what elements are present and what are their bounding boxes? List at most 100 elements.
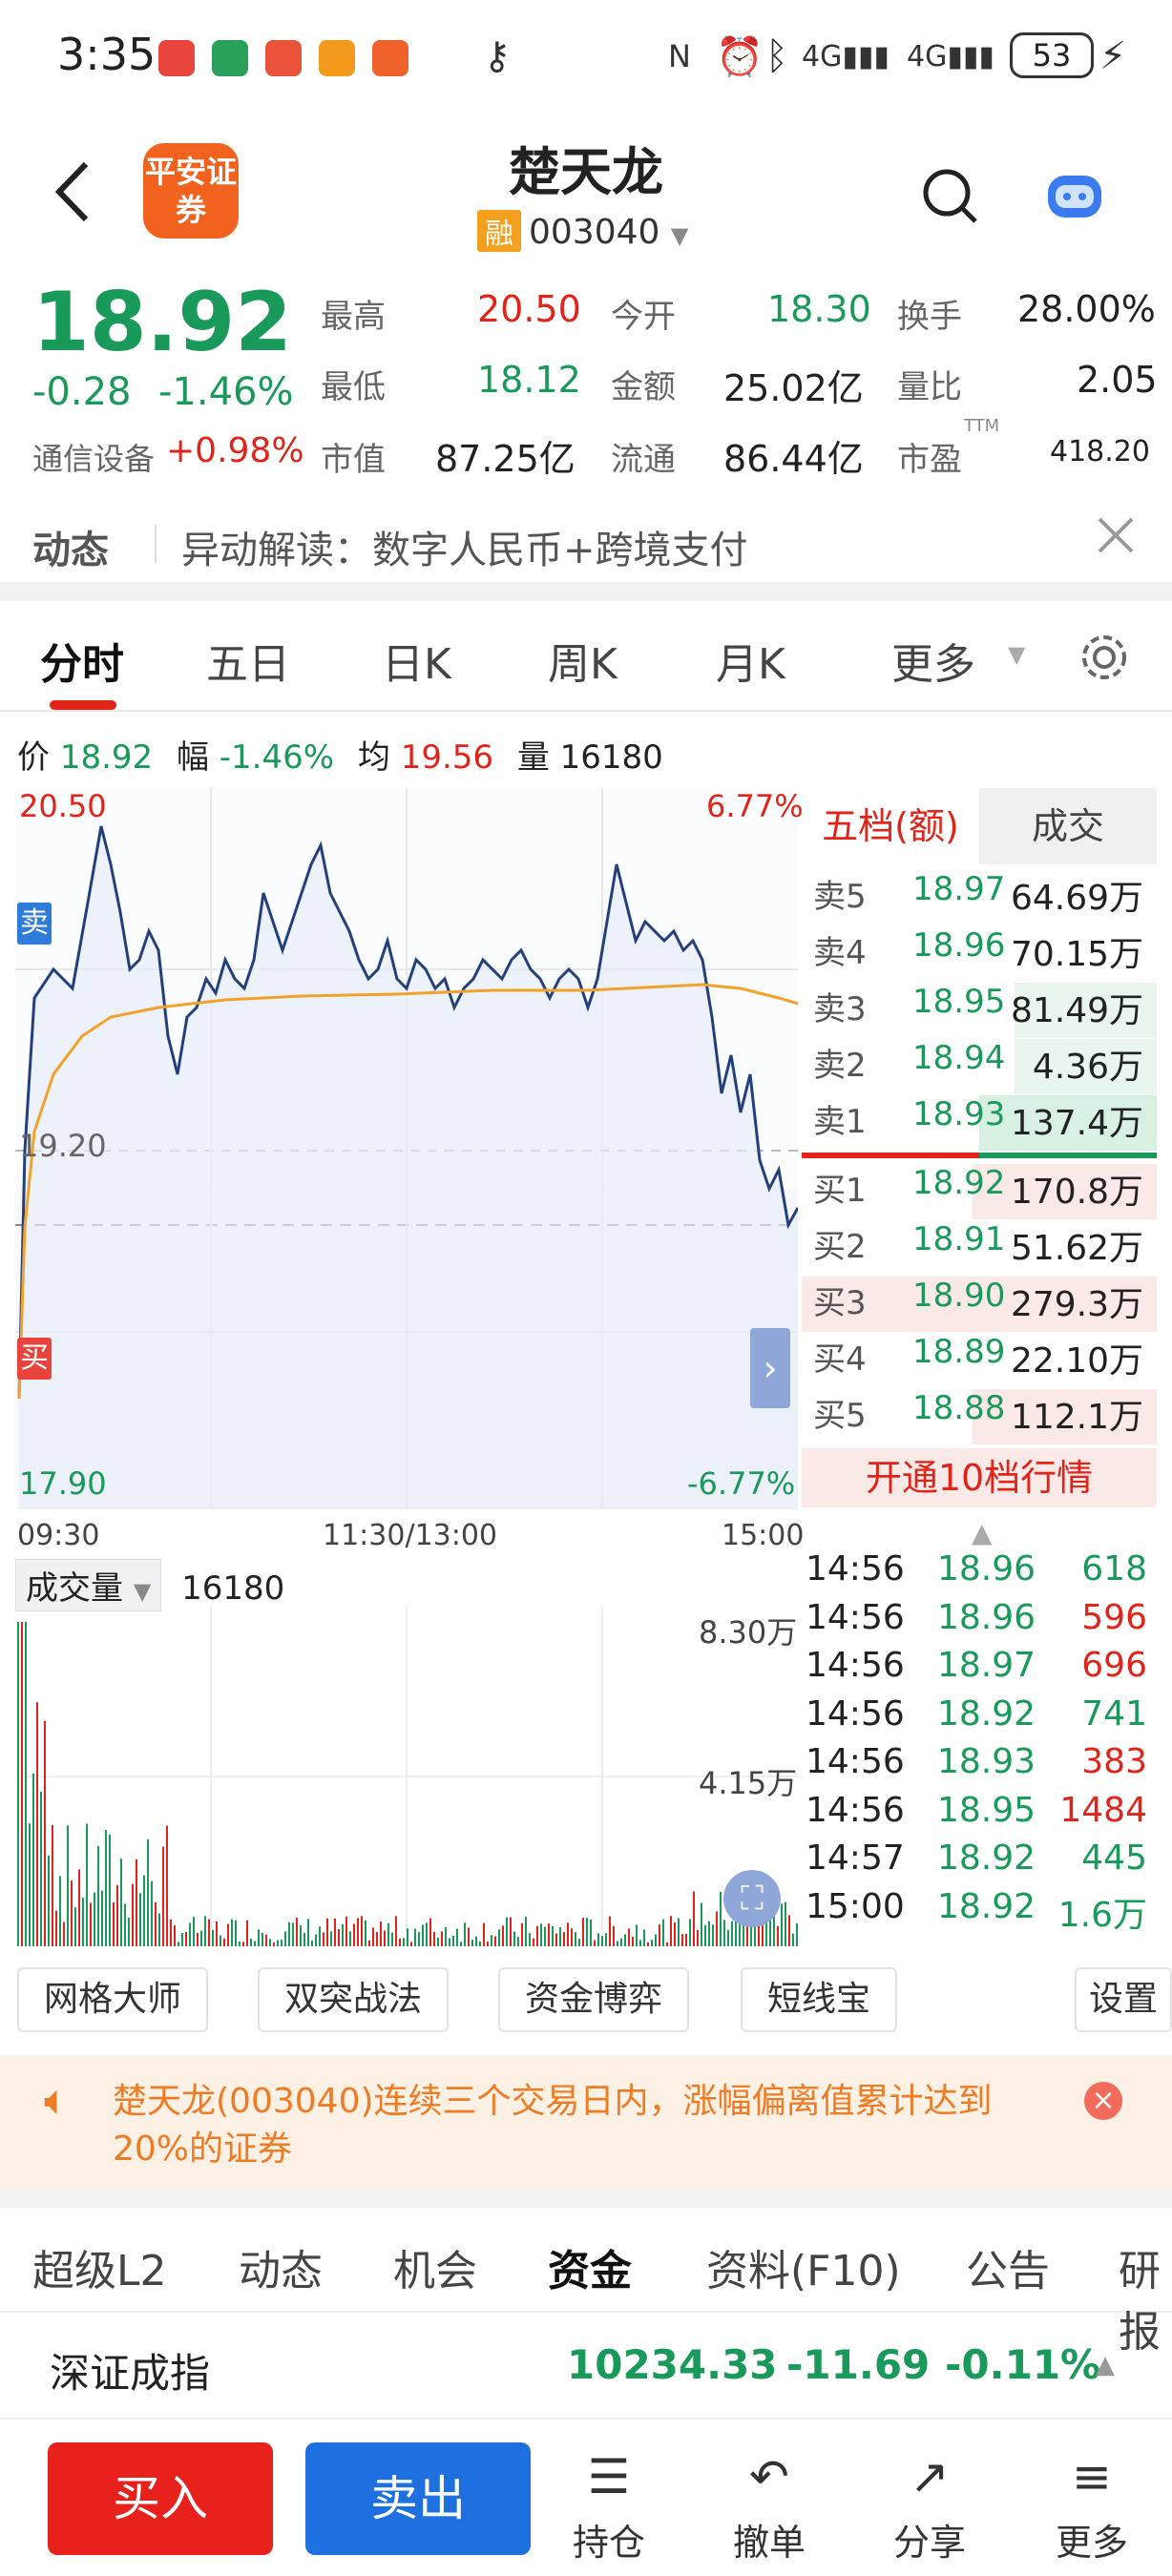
news-text[interactable]: 异动解读：数字人民币+跨境支付 bbox=[181, 529, 748, 572]
settings-gear-icon[interactable] bbox=[1078, 632, 1130, 683]
divider bbox=[0, 582, 1172, 601]
trade-time: 14:56 bbox=[806, 1693, 905, 1734]
ask-price: 18.97 bbox=[912, 870, 1006, 908]
volume-ratio-label: 量比 bbox=[897, 368, 962, 406]
info-vol: 16180 bbox=[559, 738, 663, 777]
bid-row[interactable]: 买3 18.90 279.3万 bbox=[802, 1277, 1157, 1332]
volume-bar bbox=[277, 1940, 279, 1946]
settings-button[interactable]: 设置 bbox=[1075, 1967, 1172, 2032]
nav-share[interactable]: ↗ 分享 bbox=[882, 2448, 977, 2566]
bid-row[interactable]: 买4 18.89 22.10万 bbox=[802, 1333, 1157, 1388]
volume-bar bbox=[609, 1916, 611, 1946]
volume-bar bbox=[105, 1830, 107, 1946]
volume-chart[interactable]: 8.30万 4.15万 ⛶ bbox=[15, 1607, 798, 1946]
volume-bar bbox=[491, 1935, 492, 1946]
volume-bar bbox=[86, 1823, 88, 1946]
open-ten-level-button[interactable]: 开通10档行情 bbox=[802, 1448, 1157, 1507]
tool-double-breakout[interactable]: 双突战法 bbox=[258, 1967, 449, 2032]
news-ticker[interactable]: 动态 异动解读：数字人民币+跨境支付 bbox=[0, 515, 1172, 582]
volume-indicator-select[interactable]: 成交量 ▼ bbox=[15, 1559, 162, 1611]
tab-announcements[interactable]: 公告 bbox=[966, 2247, 1050, 2296]
ask-row[interactable]: 卖1 18.93 137.4万 bbox=[802, 1095, 1157, 1151]
volume-bar bbox=[143, 1875, 145, 1946]
close-icon[interactable] bbox=[1096, 515, 1136, 555]
ask-row[interactable]: 卖3 18.95 81.49万 bbox=[802, 983, 1157, 1038]
stock-header: 平安证券 楚天龙 融 003040 ▼ bbox=[0, 114, 1172, 269]
volume-bar bbox=[643, 1929, 645, 1946]
volume-bar bbox=[323, 1932, 324, 1946]
nav-more[interactable]: ≡ 更多 bbox=[1044, 2448, 1140, 2566]
bluetooth-icon: ᛒ bbox=[765, 34, 788, 78]
bid-row[interactable]: 买5 18.88 112.1万 bbox=[802, 1389, 1157, 1444]
tab-capital[interactable]: 资金 bbox=[548, 2247, 632, 2296]
robot-assistant-icon[interactable] bbox=[1042, 164, 1107, 227]
tab-five-day[interactable]: 五日 bbox=[206, 640, 290, 689]
tab-intraday[interactable]: 分时 bbox=[40, 640, 124, 689]
tab-monthly-k[interactable]: 月K bbox=[716, 640, 785, 689]
sell-marker[interactable]: 卖 bbox=[17, 903, 52, 945]
ask-row[interactable]: 卖4 18.96 70.15万 bbox=[802, 926, 1157, 982]
trade-row: 14:56 18.96 596 bbox=[806, 1598, 1161, 1646]
trade-volume: 1.6万 bbox=[1057, 1895, 1147, 1935]
stock-code-row[interactable]: 融 003040 ▼ bbox=[477, 210, 688, 252]
ask-volume: 137.4万 bbox=[1010, 1104, 1143, 1143]
status-time: 3:35 bbox=[57, 29, 157, 80]
tab-research[interactable]: 研报 bbox=[1119, 2247, 1161, 2357]
intraday-price-chart[interactable]: 20.50 6.77% 19.20 17.90 -6.77% 卖 买 › bbox=[15, 788, 804, 1509]
search-icon[interactable] bbox=[920, 166, 981, 227]
volume-bar bbox=[765, 1916, 767, 1946]
tab-weekly-k[interactable]: 周K bbox=[548, 640, 617, 689]
volume-bar bbox=[204, 1916, 206, 1946]
volume-bar bbox=[407, 1928, 408, 1946]
volume-bar bbox=[716, 1911, 718, 1946]
tool-grid-master[interactable]: 网格大师 bbox=[17, 1967, 208, 2032]
margin-badge: 融 bbox=[477, 210, 521, 252]
volume-bar bbox=[139, 1893, 141, 1946]
chevron-up-icon[interactable]: ▲ bbox=[972, 1517, 993, 1548]
price-area bbox=[19, 826, 798, 1509]
volume-bar bbox=[739, 1917, 741, 1946]
bid-row[interactable]: 买1 18.92 170.8万 bbox=[802, 1164, 1157, 1219]
tab-super-l2[interactable]: 超级L2 bbox=[32, 2247, 167, 2296]
volume-bar bbox=[376, 1932, 378, 1946]
crosshair-info: 价 18.92 幅 -1.46% 均 19.56 量 16180 bbox=[17, 731, 663, 778]
volume-bar bbox=[250, 1938, 252, 1946]
volume-bar bbox=[498, 1929, 500, 1946]
trade-time: 14:57 bbox=[806, 1839, 905, 1878]
sector-name[interactable]: 通信设备 bbox=[32, 441, 156, 477]
volume-bar bbox=[372, 1927, 374, 1946]
close-icon[interactable]: × bbox=[1084, 2082, 1122, 2120]
chart-period-tabs: 分时 五日 日K 周K 月K 更多 ▼ bbox=[0, 601, 1172, 712]
sell-button[interactable]: 卖出 bbox=[305, 2442, 531, 2555]
chevron-right-icon[interactable]: › bbox=[750, 1328, 790, 1408]
tab-daily-k[interactable]: 日K bbox=[382, 640, 451, 689]
pe-value: 418.20 bbox=[1050, 435, 1150, 468]
nav-positions[interactable]: ☰ 持仓 bbox=[561, 2448, 657, 2566]
buy-button[interactable]: 买入 bbox=[48, 2442, 273, 2555]
nav-cancel-order[interactable]: ↶ 撤单 bbox=[722, 2448, 817, 2566]
tab-opportunity[interactable]: 机会 bbox=[393, 2247, 477, 2296]
index-ticker[interactable]: 深证成指 10234.33 -11.69 -0.11% ▲ bbox=[0, 2313, 1172, 2420]
tab-more[interactable]: 更多 bbox=[891, 640, 975, 689]
ask-row[interactable]: 卖5 18.97 64.69万 bbox=[802, 870, 1157, 925]
axis-top-pct: 6.77% bbox=[706, 788, 804, 824]
bid-row[interactable]: 买2 18.91 51.62万 bbox=[802, 1220, 1157, 1276]
tab-five-level[interactable]: 五档(额) bbox=[802, 788, 979, 864]
back-arrow-icon[interactable] bbox=[50, 158, 97, 225]
volume-bar bbox=[456, 1928, 458, 1946]
tab-trades[interactable]: 成交 bbox=[979, 788, 1157, 864]
volume-bar bbox=[212, 1929, 214, 1946]
expand-icon[interactable]: ⛶ bbox=[723, 1870, 781, 1927]
bid-price: 18.90 bbox=[912, 1277, 1006, 1315]
volume-bar bbox=[29, 1823, 31, 1946]
tool-short-term[interactable]: 短线宝 bbox=[741, 1967, 897, 2032]
tab-news[interactable]: 动态 bbox=[239, 2247, 323, 2296]
tab-f10[interactable]: 资料(F10) bbox=[706, 2247, 901, 2296]
volume-bar bbox=[113, 1902, 115, 1946]
trade-volume: 1484 bbox=[1059, 1790, 1147, 1830]
ask-row[interactable]: 卖2 18.94 4.36万 bbox=[802, 1039, 1157, 1094]
tool-fund-game[interactable]: 资金博弈 bbox=[498, 1967, 689, 2032]
buy-marker[interactable]: 买 bbox=[17, 1338, 52, 1380]
float-cap-value: 86.44亿 bbox=[723, 438, 864, 480]
high-value: 20.50 bbox=[477, 288, 581, 330]
